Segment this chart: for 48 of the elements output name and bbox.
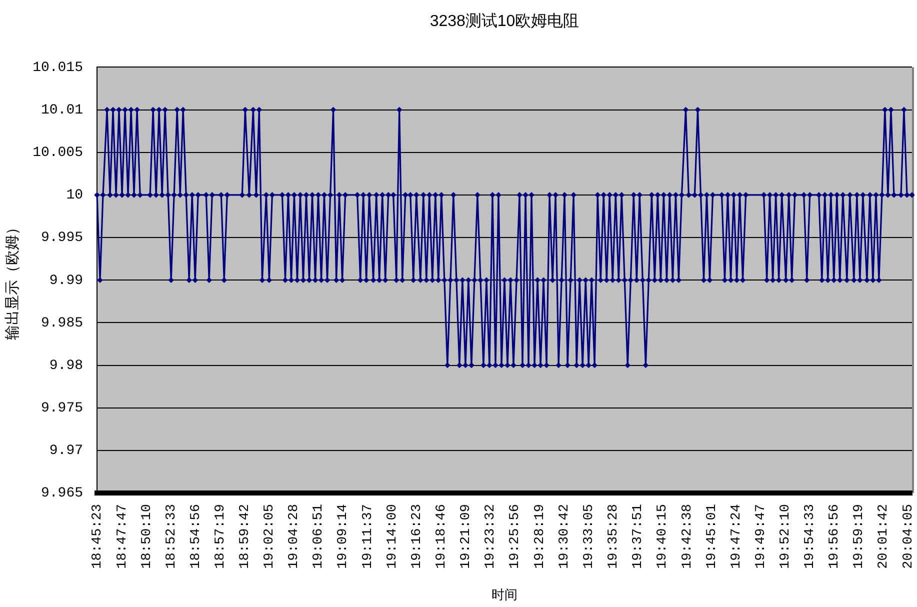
y-tick-label: 9.99 — [49, 272, 83, 289]
y-tick-label: 9.985 — [40, 315, 83, 332]
chart-title: 3238测试10欧姆电阻 — [430, 12, 580, 30]
x-tick-label: 19:56:56 — [828, 504, 843, 569]
x-tick-label: 19:23:32 — [484, 504, 499, 569]
x-tick-label: 19:11:37 — [360, 504, 376, 569]
y-tick-label: 9.98 — [49, 358, 83, 374]
y-tick-label: 9.975 — [40, 400, 83, 417]
x-tick-label: 19:06:51 — [312, 504, 327, 569]
x-tick-label: 18:57:19 — [214, 504, 229, 569]
y-tick-label: 10 — [66, 188, 83, 204]
x-tick-label: 19:42:38 — [680, 504, 696, 569]
x-tick-label: 19:25:56 — [508, 504, 524, 569]
x-tick-label: 19:33:05 — [582, 504, 597, 569]
x-tick-label: 18:47:47 — [115, 504, 130, 569]
x-tick-label: 19:16:23 — [410, 504, 425, 569]
x-tick-label: 18:50:10 — [140, 504, 155, 569]
x-tick-label: 18:52:33 — [164, 504, 180, 569]
x-tick-label: 20:04:05 — [901, 504, 916, 569]
x-tick-label: 18:54:56 — [188, 504, 204, 569]
y-tick-label: 9.965 — [40, 486, 83, 502]
x-axis-title: 时间 — [492, 586, 518, 602]
x-tick-label: 19:59:19 — [852, 504, 868, 569]
x-tick-label: 19:40:15 — [656, 504, 671, 569]
x-tick-label: 19:35:28 — [606, 504, 622, 569]
x-tick-label: 18:59:42 — [238, 504, 254, 569]
x-tick-label: 19:09:14 — [336, 504, 352, 569]
x-tick-label: 19:47:24 — [729, 504, 744, 569]
x-tick-label: 19:45:01 — [704, 504, 720, 569]
y-tick-label: 10.005 — [32, 145, 83, 162]
x-tick-label: 19:52:10 — [778, 504, 794, 569]
y-axis-title: 输出显示（欧姆） — [4, 220, 22, 340]
y-tick-label: 10.015 — [32, 60, 83, 76]
x-tick-label: 20:01:42 — [876, 504, 892, 569]
x-tick-label: 19:21:09 — [458, 504, 474, 569]
x-tick-label: 19:37:51 — [630, 504, 646, 569]
y-tick-label: 10.01 — [40, 102, 83, 118]
x-tick-label: 19:28:19 — [532, 504, 548, 569]
x-tick-label: 19:54:33 — [803, 504, 818, 569]
y-tick-label: 9.97 — [49, 443, 83, 460]
x-tick-label: 19:02:05 — [262, 504, 278, 569]
x-tick-label: 19:30:42 — [557, 504, 572, 569]
y-tick-label: 9.995 — [40, 230, 83, 246]
x-tick-label: 19:18:46 — [434, 504, 450, 569]
x-tick-label: 19:49:47 — [754, 504, 769, 569]
x-tick-label: 19:04:28 — [287, 504, 302, 569]
x-tick-label: 19:14:00 — [385, 504, 400, 569]
x-tick-label: 18:45:23 — [90, 504, 106, 569]
